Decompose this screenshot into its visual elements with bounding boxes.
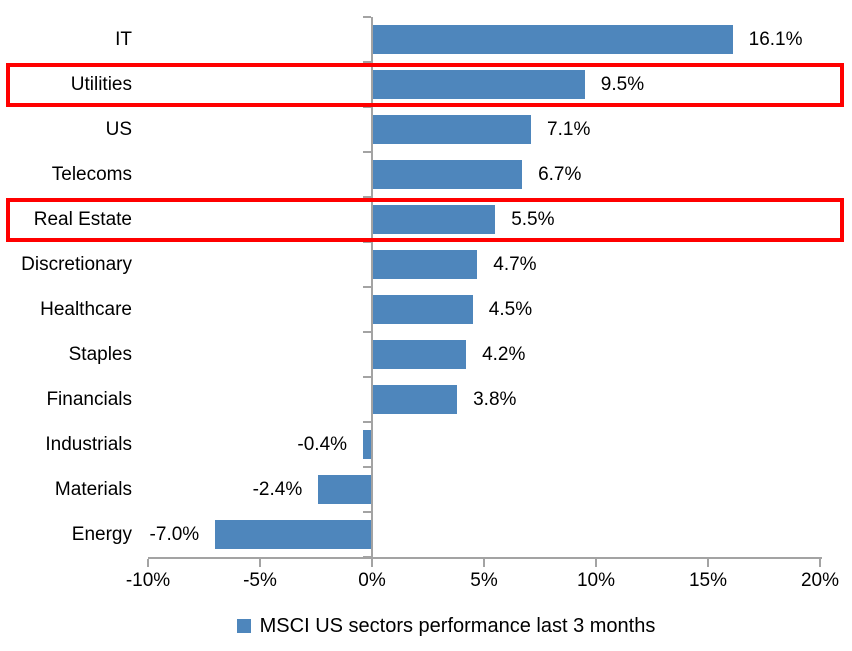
y-axis-tick	[363, 61, 371, 63]
highlight-box-utilities	[6, 62, 844, 107]
legend-label: MSCI US sectors performance last 3 month…	[259, 614, 656, 637]
bar	[215, 520, 372, 549]
category-label: Financials	[46, 388, 132, 410]
category-label: Materials	[54, 478, 132, 500]
bar	[372, 160, 523, 189]
y-axis-tick	[363, 151, 371, 153]
category-label: Healthcare	[40, 298, 132, 320]
category-label: Industrials	[45, 433, 132, 455]
bar	[372, 115, 532, 144]
category-label: Energy	[71, 523, 132, 545]
y-axis-line	[371, 17, 373, 557]
value-label: -7.0%	[149, 523, 200, 545]
y-axis-tick	[363, 511, 371, 513]
category-label: IT	[115, 28, 132, 50]
category-label: Staples	[68, 343, 132, 365]
category-label: Utilities	[70, 73, 132, 95]
value-label: 7.1%	[547, 118, 591, 140]
x-tick-label: -5%	[243, 570, 277, 591]
category-label: Telecoms	[51, 163, 132, 185]
bar	[363, 430, 372, 459]
y-axis-tick	[363, 16, 371, 18]
y-axis-tick	[363, 106, 371, 108]
x-tick-label: -10%	[125, 570, 171, 591]
legend-swatch-icon	[236, 619, 251, 633]
bar	[372, 25, 733, 54]
bar	[318, 475, 372, 504]
x-axis-tick	[707, 559, 709, 567]
x-axis-tick	[371, 559, 373, 567]
value-label: 4.7%	[493, 253, 537, 275]
category-label: Discretionary	[21, 253, 132, 275]
value-label: 16.1%	[748, 28, 803, 50]
x-tick-label: 0%	[358, 570, 386, 591]
x-tick-label: 20%	[800, 570, 840, 591]
value-label: 4.5%	[488, 298, 533, 320]
value-label: 5.5%	[511, 208, 555, 230]
x-axis-tick	[819, 559, 821, 567]
bar	[372, 70, 585, 99]
value-label: 6.7%	[538, 163, 582, 185]
value-label: -0.4%	[297, 433, 348, 455]
y-axis-tick	[363, 466, 371, 468]
x-axis-tick	[259, 559, 261, 567]
y-axis-tick	[363, 376, 371, 378]
highlight-box-real-estate	[6, 197, 844, 242]
x-tick-label: 15%	[688, 570, 728, 591]
bar	[372, 385, 458, 414]
y-axis-tick	[363, 286, 371, 288]
y-axis-tick	[363, 421, 371, 423]
bar	[372, 250, 478, 279]
legend: MSCI US sectors performance last 3 month…	[40, 608, 852, 644]
value-label: -2.4%	[252, 478, 303, 500]
x-axis-tick	[483, 559, 485, 567]
x-axis-tick	[147, 559, 149, 567]
x-axis-line	[148, 557, 822, 559]
bar	[372, 205, 496, 234]
category-label: US	[105, 118, 132, 140]
value-label: 4.2%	[482, 343, 526, 365]
bar	[372, 340, 467, 369]
value-label: 9.5%	[600, 73, 645, 95]
value-label: 3.8%	[473, 388, 517, 410]
y-axis-tick	[363, 331, 371, 333]
bar	[372, 295, 473, 324]
x-axis-tick	[595, 559, 597, 567]
x-tick-label: 5%	[470, 570, 498, 591]
category-label: Real Estate	[33, 208, 132, 230]
y-axis-tick	[363, 241, 371, 243]
y-axis-tick	[363, 196, 371, 198]
x-tick-label: 10%	[576, 570, 616, 591]
